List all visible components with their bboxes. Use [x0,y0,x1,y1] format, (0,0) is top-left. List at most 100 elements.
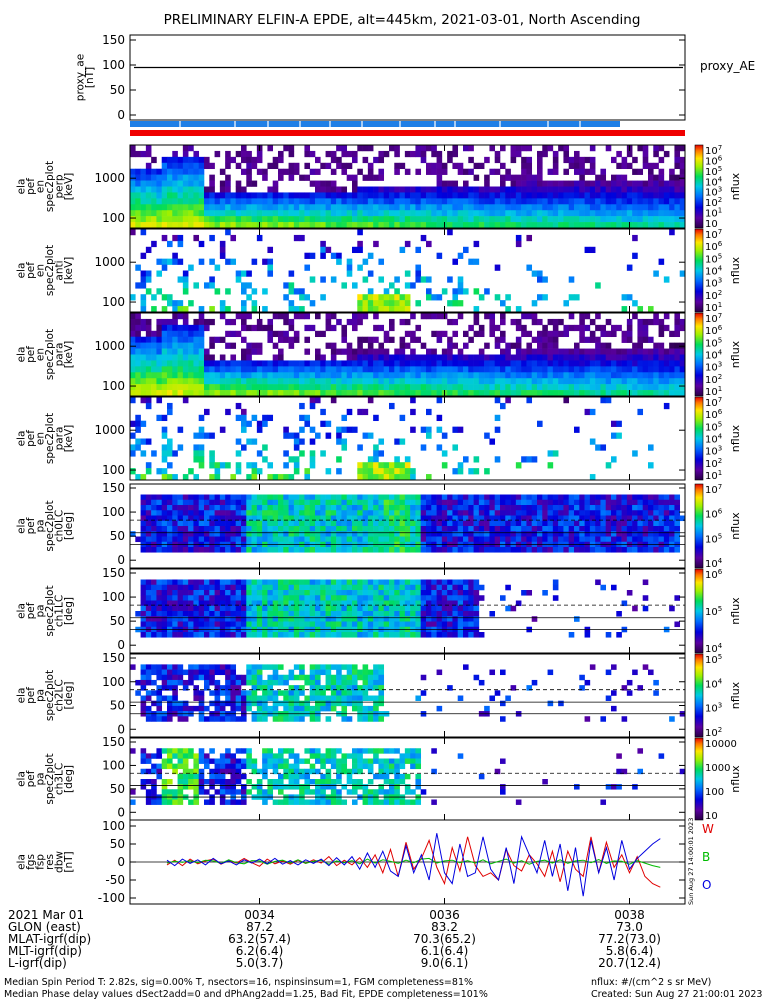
heatmap-cell [468,499,474,506]
heatmap-cell [182,494,189,501]
heatmap-cell [304,348,311,355]
heatmap-cell [172,390,178,397]
heatmap-cell [605,210,612,217]
heatmap-cell [304,162,311,170]
heatmap-cell [500,313,506,320]
heatmap-cell [399,547,406,553]
heatmap-cell [521,384,527,391]
heatmap-cell [188,216,194,223]
heatmap-cell [621,390,628,397]
heatmap-cell [399,204,406,211]
heatmap-cell [177,664,184,670]
heatmap-cell [404,456,411,463]
heatmap-cell [378,168,385,175]
heatmap-cell [198,444,205,451]
heatmap-cell [272,390,279,397]
heatmap-cell [167,632,173,638]
heatmap-cell [251,605,258,612]
heatmap-cell [605,390,612,397]
heatmap-cell [515,390,522,397]
heatmap-cell [600,330,607,338]
heatmap-cell [352,621,358,628]
heatmap-cell [304,192,311,199]
heatmap-cell [679,384,686,391]
heatmap-cell [330,150,337,158]
heatmap-cell [531,216,538,223]
heatmap-cell [568,531,575,537]
heatmap-cell [182,378,189,385]
heatmap-cell [182,700,189,707]
heatmap-cell [463,605,469,612]
heatmap-cell [547,192,554,199]
heatmap-cell [367,198,374,205]
heatmap-cell [193,664,200,670]
heatmap-cell [478,360,485,367]
heatmap-cell [521,192,527,199]
heatmap-cell [500,174,506,181]
heatmap-cell [563,168,570,175]
heatmap-cell [325,216,332,223]
heatmap-cell [299,192,305,199]
heatmap-cell [198,611,205,617]
heatmap-cell [399,348,406,355]
heatmap-cell [611,384,617,391]
heatmap-cell [489,384,496,391]
heatmap-cell [404,384,411,391]
heatmap-cell [589,366,596,373]
heatmap-cell [426,384,432,391]
heatmap-cell [674,366,681,373]
heatmap-cell [521,348,527,355]
heatmap-cell [182,547,189,553]
heatmap-cell [436,198,443,205]
heatmap-cell [658,216,665,223]
heatmap-cell [156,531,163,537]
heatmap-cell [378,198,385,205]
heatmap-cell [642,378,649,385]
heatmap-cell [426,505,432,511]
heatmap-cell [463,547,469,553]
heatmap-cell [182,531,189,537]
heatmap-cell [468,621,474,628]
heatmap-cell [309,505,316,511]
heatmap-cell [230,605,237,612]
heatmap-cell [669,330,675,338]
heatmap-cell [325,632,332,638]
heatmap-cell [278,595,284,601]
heatmap-cell [357,264,363,271]
heatmap-cell [214,611,221,617]
heatmap-cell [373,354,379,361]
heatmap-cell [352,547,358,553]
heatmap-cell [526,348,533,355]
heatmap-cell [204,360,210,367]
heatmap-cell [341,336,348,343]
spectrogram-ylabel-line: ela [15,179,27,195]
heatmap-cell [161,632,168,638]
heatmap-cell [420,210,427,217]
heatmap-cell [373,616,379,622]
heatmap-cell [352,426,358,433]
heatmap-cell [304,378,311,385]
heatmap-cell [135,204,141,211]
heatmap-cell [156,584,163,591]
heatmap-cell [330,216,337,223]
heatmap-cell [246,384,252,391]
heatmap-cell [330,547,337,553]
heatmap-cell [330,531,337,537]
heatmap-cell [262,204,268,211]
heatmap-cell [468,390,474,397]
heatmap-cell [515,348,522,355]
heatmap-cell [515,499,522,506]
heatmap-cell [341,348,348,355]
heatmap-cell [484,526,490,532]
heatmap-cell [383,354,390,361]
heatmap-cell [362,584,369,591]
heatmap-cell [283,611,289,617]
heatmap-cell [204,590,210,596]
heatmap-cell [679,162,686,170]
heatmap-cell [230,510,237,516]
heatmap-cell [484,216,490,223]
heatmap-cell [256,384,263,391]
heatmap-cell [225,616,231,622]
heatmap-cell [404,390,411,397]
heatmap-cell [325,531,332,537]
